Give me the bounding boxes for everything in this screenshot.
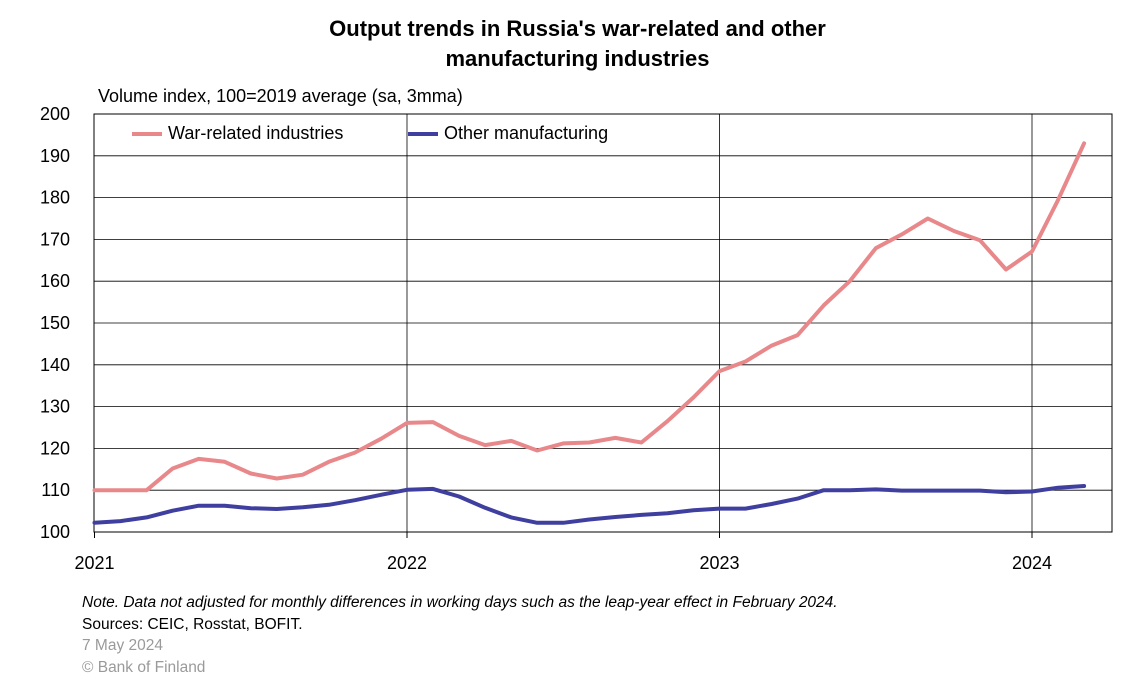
series-line-war-related (92, 141, 1087, 493)
chart-date: 7 May 2024 (82, 637, 163, 654)
chart-sources: Sources: CEIC, Rosstat, BOFIT. (82, 616, 303, 633)
legend-swatch-other-manufacturing (408, 131, 438, 136)
y-tick-label: 200 (40, 104, 70, 124)
x-tick-label: 2022 (387, 553, 427, 573)
legend-item-war-related: War-related industries (132, 123, 343, 144)
y-tick-label: 180 (40, 188, 70, 208)
y-tick-label: 190 (40, 146, 70, 166)
legend-swatch-war-related (132, 131, 162, 136)
legend-label-other-manufacturing: Other manufacturing (444, 123, 609, 143)
y-tick-label: 150 (40, 313, 70, 333)
y-tick-label: 120 (40, 438, 70, 458)
y-tick-label: 110 (41, 480, 70, 500)
chart-title-line2: manufacturing industries (445, 46, 710, 71)
chart-subtitle: Volume index, 100=2019 average (sa, 3mma… (98, 86, 463, 106)
y-tick-label: 140 (40, 355, 70, 375)
legend-item-other-manufacturing: Other manufacturing (408, 123, 608, 144)
x-tick-label: 2021 (74, 553, 114, 573)
chart-copyright: © Bank of Finland (82, 659, 206, 676)
chart-title: Output trends in Russia's war-related an… (0, 14, 1134, 74)
series-line-other-manufacturing (92, 484, 1087, 525)
y-tick-label: 100 (40, 522, 70, 542)
y-tick-label: 170 (40, 229, 70, 249)
x-tick-label: 2023 (699, 553, 739, 573)
chart-title-line1: Output trends in Russia's war-related an… (329, 16, 826, 41)
chart-note: Note. Data not adjusted for monthly diff… (82, 594, 838, 611)
y-tick-label: 160 (40, 271, 70, 291)
x-tick-label: 2024 (1012, 553, 1052, 573)
legend-label-war-related: War-related industries (168, 123, 344, 143)
y-tick-label: 130 (40, 397, 70, 417)
